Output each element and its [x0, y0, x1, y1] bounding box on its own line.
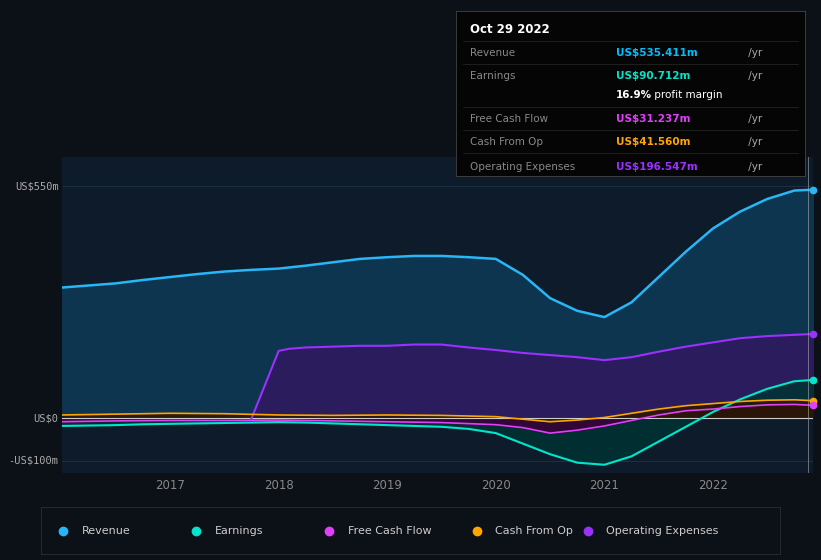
Text: Cash From Op: Cash From Op [496, 526, 573, 535]
Text: US$31.237m: US$31.237m [616, 114, 690, 124]
Text: Free Cash Flow: Free Cash Flow [348, 526, 431, 535]
Text: -US$100m: -US$100m [8, 455, 58, 465]
Text: US$90.712m: US$90.712m [616, 71, 690, 81]
Text: Cash From Op: Cash From Op [470, 137, 543, 147]
Text: /yr: /yr [745, 71, 763, 81]
Text: Earnings: Earnings [470, 71, 515, 81]
Text: US$196.547m: US$196.547m [616, 161, 698, 171]
Text: Revenue: Revenue [82, 526, 131, 535]
Text: Earnings: Earnings [215, 526, 264, 535]
Text: /yr: /yr [745, 48, 763, 58]
Text: Operating Expenses: Operating Expenses [606, 526, 718, 535]
Text: US$535.411m: US$535.411m [616, 48, 698, 58]
Text: profit margin: profit margin [651, 91, 722, 100]
Text: Free Cash Flow: Free Cash Flow [470, 114, 548, 124]
Text: /yr: /yr [745, 114, 763, 124]
Text: 16.9%: 16.9% [616, 91, 653, 100]
Text: US$550m: US$550m [15, 181, 58, 192]
Text: Oct 29 2022: Oct 29 2022 [470, 23, 549, 36]
Text: US$41.560m: US$41.560m [616, 137, 690, 147]
Text: Operating Expenses: Operating Expenses [470, 161, 575, 171]
Text: /yr: /yr [745, 137, 763, 147]
Text: Revenue: Revenue [470, 48, 515, 58]
Text: /yr: /yr [745, 161, 763, 171]
Text: US$0: US$0 [34, 413, 58, 423]
